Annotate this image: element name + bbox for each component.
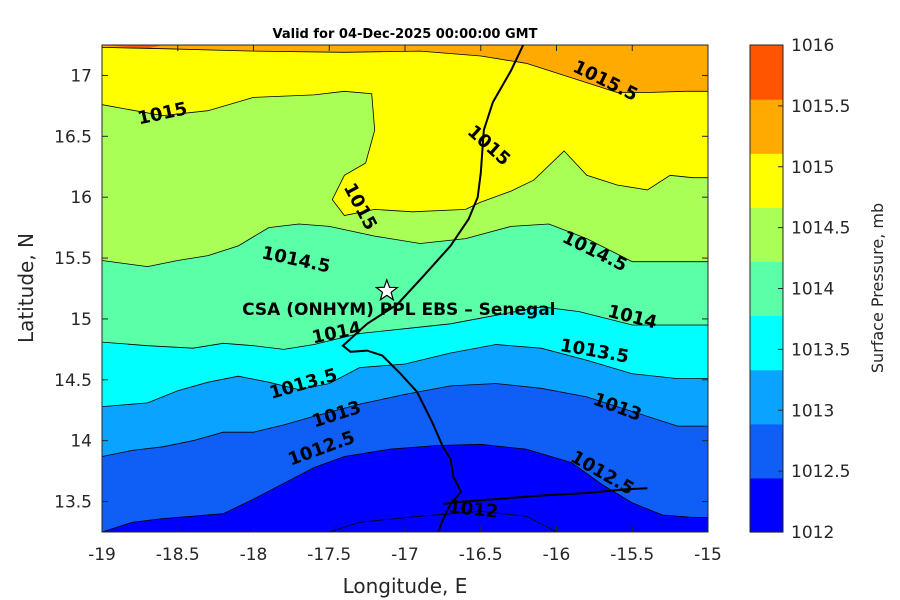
x-tick-label--18.5: -18.5	[156, 545, 200, 565]
contour-line-1013	[102, 383, 708, 457]
colorbar-tick-label-1015: 1015	[791, 158, 834, 178]
chart-title: Valid for 04-Dec-2025 00:00:00 GMT	[273, 27, 538, 42]
colorbar-swatch-1015	[750, 153, 783, 208]
contour-line-1015.5	[102, 47, 708, 93]
colorbar-tick-label-1014.5: 1014.5	[791, 219, 850, 239]
y-axis-ticks: 13.5 14 14.5 15 15.5 16 16.5 17	[54, 66, 708, 513]
y-tick-label-15: 15	[70, 310, 92, 330]
x-tick-label--15.5: -15.5	[610, 545, 654, 565]
contour-lines	[102, 47, 708, 532]
colorbar: 1012 1012.5 1013 1013.5 1014 1014.5 1015 1015.5…	[749, 36, 850, 543]
colorbar-swatch-1012	[750, 477, 783, 533]
contour-line-1015	[102, 90, 708, 216]
band-below-1012.5	[102, 444, 708, 532]
site-star-icon	[374, 278, 399, 302]
coastline	[341, 45, 648, 532]
colorbar-swatch-1013.5	[750, 315, 783, 371]
coastline-path	[341, 45, 525, 532]
colorbar-tick-label-1015.5: 1015.5	[791, 97, 850, 117]
colorbar-label: Surface Pressure, mb	[868, 203, 887, 373]
colorbar-tick-label-1012: 1012	[791, 523, 834, 543]
contour-line-1013.5	[102, 344, 708, 407]
site-marker-group: CSA (ONHYM) PPL EBS – Senegal	[242, 278, 556, 320]
colorbar-swatch-1014.5	[750, 207, 783, 262]
colorbar-swatch-1012.5	[750, 423, 783, 479]
y-tick-label-16: 16	[70, 188, 92, 208]
band-1016-patch	[102, 45, 163, 49]
colorbar-swatch-1016	[750, 45, 783, 100]
y-axis-label: Latitude, N	[14, 233, 38, 343]
x-tick-label--17: -17	[391, 545, 419, 565]
site-label: CSA (ONHYM) PPL EBS – Senegal	[242, 300, 555, 320]
x-axis-label: Longitude, E	[343, 574, 468, 598]
contour-line-1012.5	[102, 443, 708, 532]
colorbar-tick-label-1014: 1014	[791, 280, 834, 300]
x-axis-ticks: -19 -18.5 -18 -17.5 -17 -16.5 -16 -15.5 -15	[88, 45, 722, 565]
x-tick-label--16.5: -16.5	[459, 545, 503, 565]
colorbar-swatch-1013	[750, 369, 783, 425]
y-tick-label-17: 17	[70, 66, 92, 86]
x-tick-label--19: -19	[88, 545, 116, 565]
x-tick-label--15: -15	[694, 545, 722, 565]
gambia-river-path	[442, 487, 648, 505]
y-tick-label-13.5: 13.5	[54, 493, 92, 513]
contour-line-1012	[329, 510, 557, 532]
colorbar-tick-label-1013: 1013	[791, 401, 834, 421]
contour-line-1014.5	[102, 223, 708, 268]
colorbar-tick-label-1013.5: 1013.5	[791, 340, 850, 360]
contour-line-1014	[102, 306, 708, 350]
x-tick-label--17.5: -17.5	[307, 545, 351, 565]
colorbar-swatch-1014	[750, 261, 783, 317]
colorbar-swatch-1015.5	[750, 99, 783, 154]
contour-label-14: 1012	[447, 497, 499, 523]
x-tick-label--18: -18	[240, 545, 268, 565]
y-tick-label-14: 14	[70, 432, 92, 452]
filled-contours	[102, 45, 708, 532]
x-tick-label--16: -16	[543, 545, 571, 565]
colorbar-tick-label-1016: 1016	[791, 36, 834, 56]
y-tick-label-14.5: 14.5	[54, 371, 92, 391]
colorbar-tick-label-1012.5: 1012.5	[791, 462, 850, 482]
y-tick-label-15.5: 15.5	[54, 249, 92, 269]
y-tick-label-16.5: 16.5	[54, 127, 92, 147]
